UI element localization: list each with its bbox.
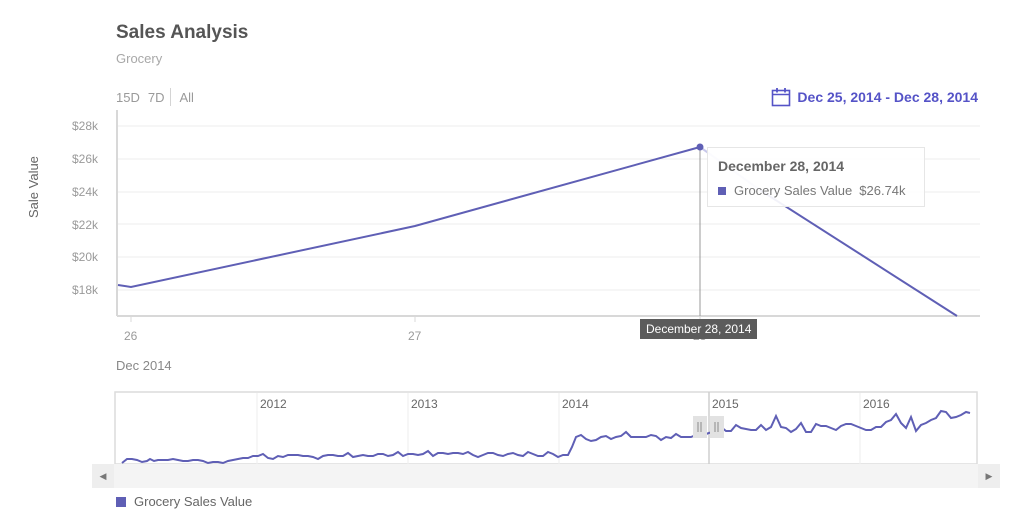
range-all-button[interactable]: All <box>179 89 194 105</box>
x-axis-subtitle: Dec 2014 <box>116 358 172 373</box>
arrow-right-icon: ▶ <box>985 470 993 481</box>
series-line <box>117 146 701 289</box>
tooltip-series: Grocery Sales Value <box>734 183 853 198</box>
date-range-picker[interactable]: Dec 25, 2014 - Dec 28, 2014 <box>771 87 978 107</box>
tooltip-value: $26.74k <box>859 183 906 198</box>
range-divider <box>170 88 172 106</box>
y-tick: $18k <box>71 283 98 297</box>
navigator-series <box>121 409 971 465</box>
hover-marker <box>696 143 704 151</box>
scrollbar-track <box>92 464 1000 488</box>
arrow-left-icon: ◀ <box>99 470 107 481</box>
navigator-year: 2016 <box>863 397 890 411</box>
y-tick: $24k <box>71 185 98 199</box>
y-tick: $26k <box>71 152 98 166</box>
navigator-year: 2014 <box>562 397 589 411</box>
chart-subtitle: Grocery <box>116 51 163 66</box>
crosshair-label: December 28, 2014 <box>640 319 758 339</box>
x-tick: 27 <box>408 329 422 343</box>
date-range-label: Dec 25, 2014 - Dec 28, 2014 <box>797 89 978 105</box>
range-selector: 15D 7D All <box>116 88 194 106</box>
chart-title: Sales Analysis <box>116 22 249 43</box>
tooltip: December 28, 2014 Grocery Sales Value $2… <box>707 147 925 207</box>
y-tick: $28k <box>71 119 98 133</box>
navigator-year: 2012 <box>260 397 287 411</box>
navigator-handle-right <box>710 416 724 438</box>
legend-label: Grocery Sales Value <box>134 494 253 509</box>
navigator-handle-left <box>693 416 707 438</box>
legend-swatch <box>116 496 126 507</box>
range-15d-button[interactable]: 15D <box>116 89 140 105</box>
x-tick: 26 <box>124 329 138 343</box>
legend-item[interactable]: Grocery Sales Value <box>116 494 252 509</box>
navigator-year: 2015 <box>712 397 739 411</box>
navigator-year: 2013 <box>411 397 438 411</box>
calendar-icon <box>772 88 791 107</box>
tooltip-title: December 28, 2014 <box>718 158 845 174</box>
scroll-left-button[interactable]: ◀ <box>92 464 114 488</box>
y-tick: $20k <box>71 250 98 264</box>
scroll-right-button[interactable]: ▶ <box>978 464 1000 488</box>
range-7d-button[interactable]: 7D <box>147 89 165 105</box>
y-tick: $22k <box>71 218 98 232</box>
series-color-swatch <box>718 186 726 195</box>
